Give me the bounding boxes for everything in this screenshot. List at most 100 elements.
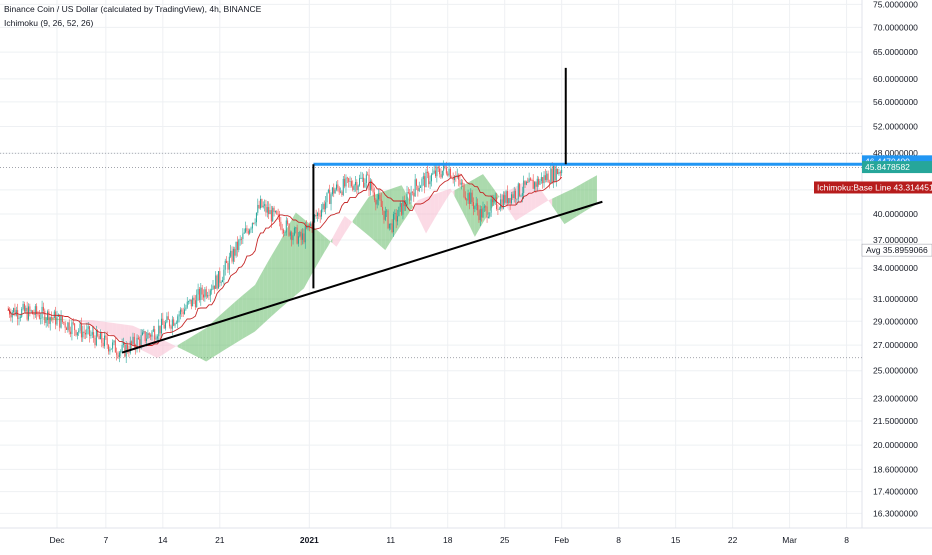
candle-body [356, 182, 358, 191]
candle-body [551, 168, 553, 182]
candle-body [398, 206, 400, 217]
candle-body [118, 352, 120, 358]
ichimoku-cloud-segment [324, 236, 329, 253]
ichimoku-cloud-segment [185, 337, 190, 354]
candle-body [235, 241, 237, 256]
candle-body [276, 211, 278, 215]
candle-body [525, 182, 527, 185]
candle-body [51, 317, 53, 318]
candle-body [547, 173, 549, 183]
candle-body [140, 335, 142, 347]
ichimoku-cloud-segment [116, 323, 121, 340]
candle-body [90, 334, 92, 336]
ichimoku-cloud-segment [527, 177, 532, 214]
candle-body [496, 197, 498, 209]
x-tick-label: 18 [443, 535, 453, 545]
candle-body [463, 183, 465, 198]
candle-body [380, 199, 382, 207]
candle-body [198, 288, 200, 301]
candle-body [166, 316, 168, 323]
candle-body [86, 328, 88, 335]
candle-body [48, 311, 50, 324]
candle-body [112, 342, 114, 349]
ichimoku-cloud-segment [120, 324, 125, 342]
candle-body [71, 322, 73, 335]
ichimoku-cloud-segment [153, 335, 158, 359]
ichimoku-cloud-segment [316, 229, 321, 267]
candle-body [432, 173, 434, 175]
candle-body [102, 342, 104, 347]
candle-body [425, 171, 427, 188]
candle-body [447, 173, 449, 176]
candle-body [258, 204, 260, 209]
candle-body [297, 236, 299, 244]
candle-body [132, 336, 134, 344]
ichimoku-cloud-segment [523, 179, 528, 216]
ichimoku-cloud-segment [181, 340, 186, 352]
ichimoku-cloud-segment [328, 238, 333, 246]
candle-body [116, 352, 118, 355]
candle-body [538, 178, 540, 185]
candle-body [260, 199, 261, 209]
candle-body [40, 318, 42, 320]
candle-body [504, 195, 506, 203]
candle-body [467, 193, 469, 201]
y-tick-label: 31.0000000 [873, 294, 918, 304]
candle-body [228, 256, 230, 270]
ichimoku-cloud-segment [320, 232, 325, 260]
x-tick-label: Feb [554, 535, 569, 545]
candle-body [245, 228, 247, 233]
candle-body [561, 169, 563, 174]
candle-body [512, 194, 514, 199]
candle-body [542, 177, 544, 184]
ichimoku-cloud-segment [214, 316, 219, 357]
ichimoku-cloud-segment [275, 242, 280, 313]
ichimoku-cloud-segment [55, 318, 60, 321]
candle-body [220, 282, 222, 283]
candle-body [299, 231, 301, 237]
ichimoku-cloud-segment [356, 208, 361, 230]
rising-trendline[interactable] [121, 200, 603, 354]
ichimoku-cloud-segment [572, 186, 577, 220]
candle-body [91, 332, 93, 335]
x-tick-label: 11 [386, 535, 395, 545]
candle-body [361, 177, 363, 179]
candle-body [516, 198, 518, 200]
ichimoku-cloud-segment [430, 194, 435, 227]
candle-body [295, 227, 297, 229]
ichimoku-cloud-segment [588, 177, 593, 209]
ichimoku-cloud-segment [556, 194, 561, 218]
ichimoku-cloud-segment [482, 174, 488, 223]
candle-body [75, 330, 77, 336]
candle-body [273, 207, 275, 213]
candle-body [251, 223, 253, 229]
candle-body [373, 192, 375, 200]
candle-body [306, 226, 308, 229]
candle-body [354, 182, 356, 186]
candle-body [242, 233, 244, 239]
candle-body [21, 308, 23, 317]
ichimoku-cloud-segment [51, 317, 56, 321]
ichimoku-cloud-segment [466, 181, 471, 229]
candle-body [509, 198, 511, 204]
candle-body [22, 303, 24, 309]
ichimoku-cloud-segment [263, 262, 268, 324]
candle-body [95, 330, 97, 346]
candle-body [387, 210, 389, 229]
candle-body [372, 189, 374, 193]
candle-body [426, 171, 428, 174]
ichimoku-cloud-segment [548, 198, 553, 206]
candle-body [175, 322, 177, 324]
candle-body [64, 322, 66, 328]
ichimoku-cloud-segment [291, 212, 296, 299]
candle-body [211, 289, 213, 291]
candle-body [478, 210, 480, 221]
candle-body [437, 166, 439, 169]
candle-body [365, 174, 367, 183]
candle-body [159, 325, 161, 334]
ichimoku-cloud-segment [373, 193, 378, 244]
candle-body [194, 300, 196, 308]
y-tick-label: 56.0000000 [873, 97, 918, 107]
